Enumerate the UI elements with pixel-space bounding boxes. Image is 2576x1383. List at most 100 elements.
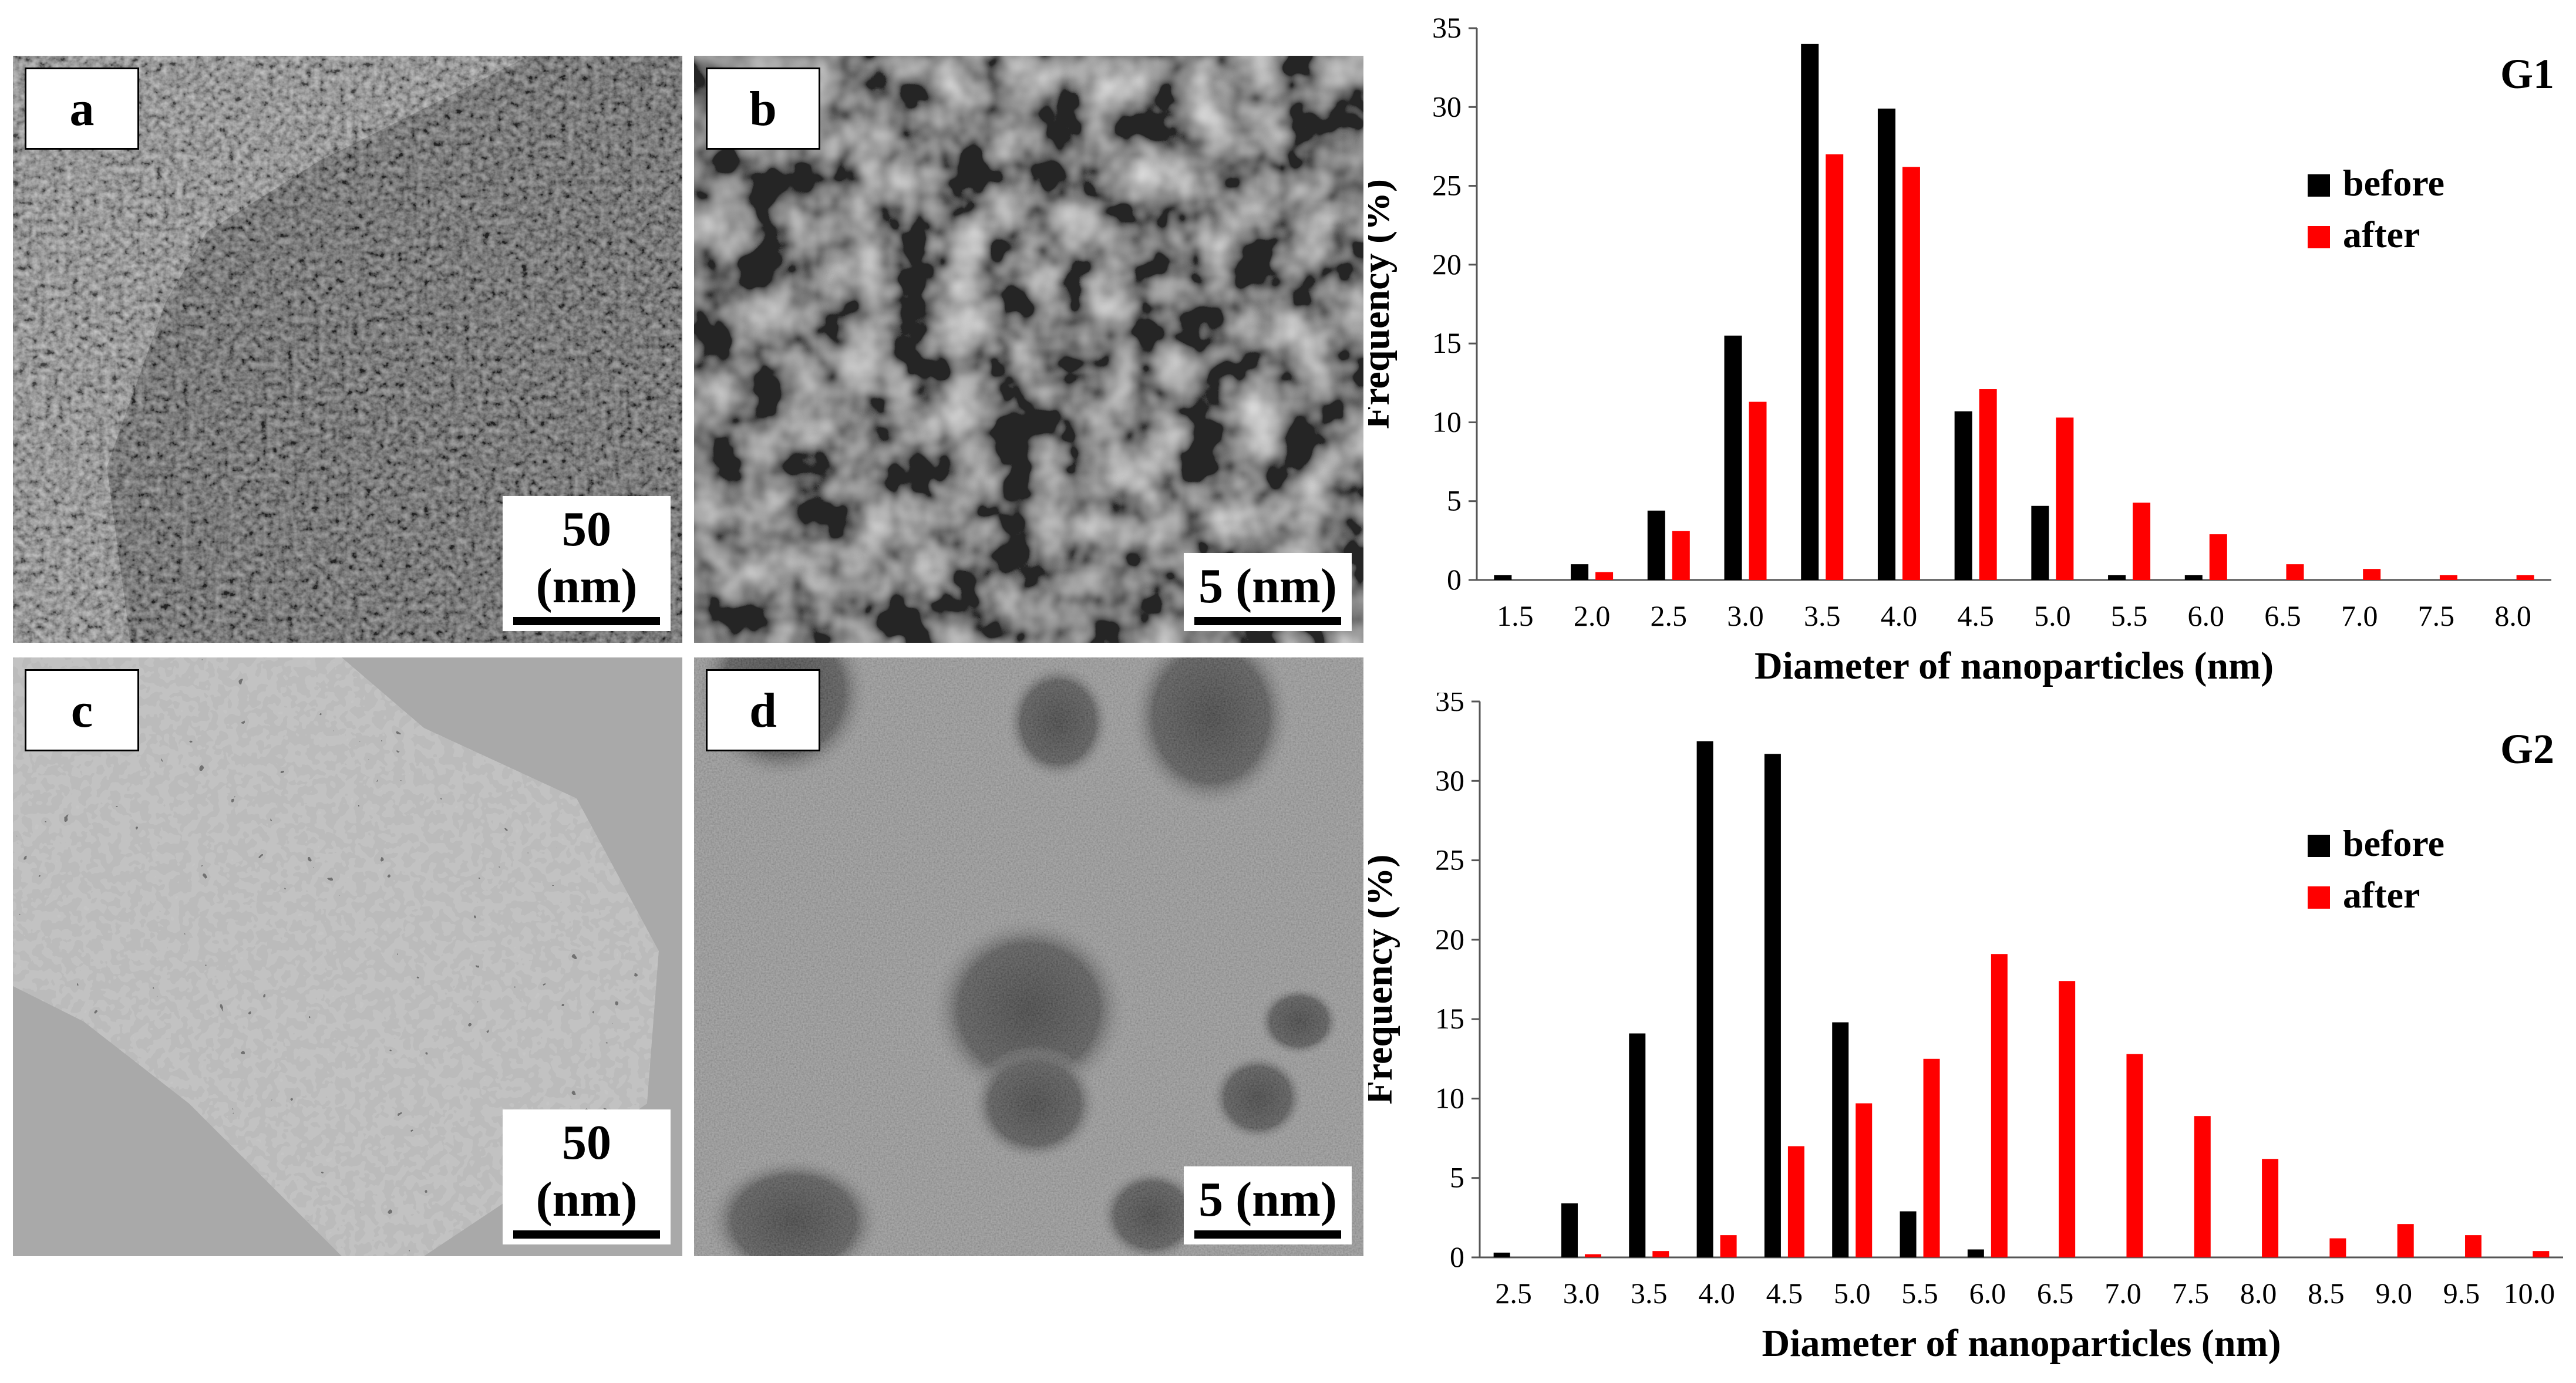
bar-after xyxy=(2056,417,2074,580)
x-tick-label: 3.0 xyxy=(1727,599,1764,632)
bar-after xyxy=(1902,167,1920,580)
tem-image-c: c 50 (nm) xyxy=(13,657,682,1256)
y-tick-label: 0 xyxy=(1447,563,1462,596)
bar-after xyxy=(2465,1235,2482,1257)
bar-after xyxy=(2363,569,2381,580)
legend-swatch-after xyxy=(2308,886,2330,909)
bar-before xyxy=(1967,1249,1984,1257)
chart-title: G1 xyxy=(2500,50,2554,97)
legend-label-after: after xyxy=(2343,874,2420,916)
bar-before xyxy=(1832,1022,1849,1257)
x-tick-label: 7.0 xyxy=(2341,599,2378,632)
legend-swatch-before xyxy=(2308,835,2330,857)
y-tick-label: 20 xyxy=(1432,248,1462,281)
bar-after xyxy=(2126,1054,2143,1257)
bar-before xyxy=(2184,575,2203,580)
y-tick-label: 35 xyxy=(1435,693,1464,717)
bar-before xyxy=(1494,575,1512,580)
x-tick-label: 3.0 xyxy=(1563,1277,1600,1310)
legend-label-before: before xyxy=(2343,822,2444,864)
bar-after xyxy=(2439,575,2457,580)
bar-after xyxy=(1991,954,2008,1257)
y-tick-label: 30 xyxy=(1435,764,1464,797)
bar-after xyxy=(2397,1224,2414,1257)
x-tick-label: 6.5 xyxy=(2037,1277,2074,1310)
x-tick-label: 6.5 xyxy=(2264,599,2301,632)
y-tick-label: 5 xyxy=(1450,1161,1464,1194)
scale-bar-d: 5 (nm) xyxy=(1184,1166,1352,1244)
histogram-g1: 0 5 10 15 20 25 30 35 1.5 2.0 2.5 3.0 3.5 4.0 4.5 5.0 5.… xyxy=(1368,11,2554,687)
bar-after xyxy=(2194,1116,2211,1257)
legend-label-before: before xyxy=(2343,162,2444,204)
scale-bar-a: 50 (nm) xyxy=(503,496,671,631)
bar-before xyxy=(1696,741,1713,1257)
bar-before xyxy=(1561,1203,1578,1257)
bar-before xyxy=(1493,1252,1510,1257)
tem-micrograph-d xyxy=(694,657,1363,1256)
y-tick-label: 10 xyxy=(1432,405,1462,438)
y-tick-label: 10 xyxy=(1435,1081,1464,1114)
scale-bar-label-c: 50 (nm) xyxy=(536,1115,638,1227)
y-tick-label: 30 xyxy=(1432,90,1462,123)
bar-after xyxy=(1595,572,1614,580)
x-tick-label: 5.0 xyxy=(1834,1277,1871,1310)
y-tick-label: 35 xyxy=(1432,11,1462,44)
x-tick-label: 4.5 xyxy=(1766,1277,1803,1310)
bar-after xyxy=(1652,1251,1669,1257)
tem-micrograph-c xyxy=(13,657,682,1256)
x-tick-label: 3.5 xyxy=(1804,599,1841,632)
bar-after xyxy=(1856,1103,1873,1257)
x-tick-label: 2.5 xyxy=(1651,599,1688,632)
x-tick-label: 1.5 xyxy=(1497,599,1534,632)
scale-bar-label-a: 50 (nm) xyxy=(536,502,638,613)
bar-after xyxy=(2286,564,2304,580)
y-tick-label: 25 xyxy=(1432,169,1462,202)
bar-before xyxy=(1877,108,1895,580)
tem-image-b: b 5 (nm) xyxy=(694,56,1363,643)
bar-after xyxy=(1787,1146,1804,1257)
x-tick-label: 10.0 xyxy=(2504,1277,2555,1310)
bar-after xyxy=(1672,531,1690,580)
legend-swatch-after xyxy=(2308,226,2330,248)
bar-before xyxy=(1764,754,1781,1257)
x-axis-label: Diameter of nanoparticles (nm) xyxy=(1762,1322,2281,1365)
y-tick-label: 20 xyxy=(1435,923,1464,956)
y-tick-label: 15 xyxy=(1432,326,1462,359)
x-tick-label: 6.0 xyxy=(2188,599,2225,632)
bar-after xyxy=(2533,1251,2550,1257)
bar-after xyxy=(2209,534,2227,580)
bar-after xyxy=(2516,575,2534,580)
bar-after xyxy=(1979,389,1997,580)
x-axis-label: Diameter of nanoparticles (nm) xyxy=(1755,645,2274,687)
panel-label-b: b xyxy=(706,68,820,150)
x-tick-label: 4.5 xyxy=(1957,599,1994,632)
x-tick-label: 3.5 xyxy=(1631,1277,1668,1310)
bar-after xyxy=(1749,402,1767,580)
y-tick-label: 25 xyxy=(1435,844,1464,876)
scale-bar-c: 50 (nm) xyxy=(503,1109,671,1244)
bar-before xyxy=(1801,43,1819,581)
scale-bar-label-b: 5 (nm) xyxy=(1198,559,1337,613)
chart-title: G2 xyxy=(2500,726,2554,773)
x-tick-label: 7.5 xyxy=(2418,599,2455,632)
y-axis-label: Frequency (%) xyxy=(1368,855,1400,1105)
legend-label-after: after xyxy=(2343,214,2420,255)
bar-before xyxy=(1629,1033,1646,1257)
x-tick-label: 4.0 xyxy=(1698,1277,1735,1310)
y-tick-label: 5 xyxy=(1447,484,1462,517)
bar-after xyxy=(1923,1058,1940,1257)
x-tick-label: 6.0 xyxy=(1969,1277,2006,1310)
bar-after xyxy=(2329,1238,2346,1257)
x-tick-label: 9.0 xyxy=(2375,1277,2412,1310)
x-tick-label: 5.5 xyxy=(2111,599,2148,632)
x-tick-label: 4.0 xyxy=(1881,599,1918,632)
x-tick-label: 2.5 xyxy=(1495,1277,1532,1310)
tem-micrograph-b xyxy=(694,56,1363,643)
legend-swatch-before xyxy=(2308,174,2330,197)
x-tick-label: 8.0 xyxy=(2240,1277,2277,1310)
x-tick-label: 8.5 xyxy=(2308,1277,2345,1310)
scale-bar-line-d xyxy=(1194,1230,1341,1239)
scale-bar-line-c xyxy=(513,1230,660,1239)
y-tick-label: 15 xyxy=(1435,1002,1464,1035)
bar-before xyxy=(1571,564,1589,580)
